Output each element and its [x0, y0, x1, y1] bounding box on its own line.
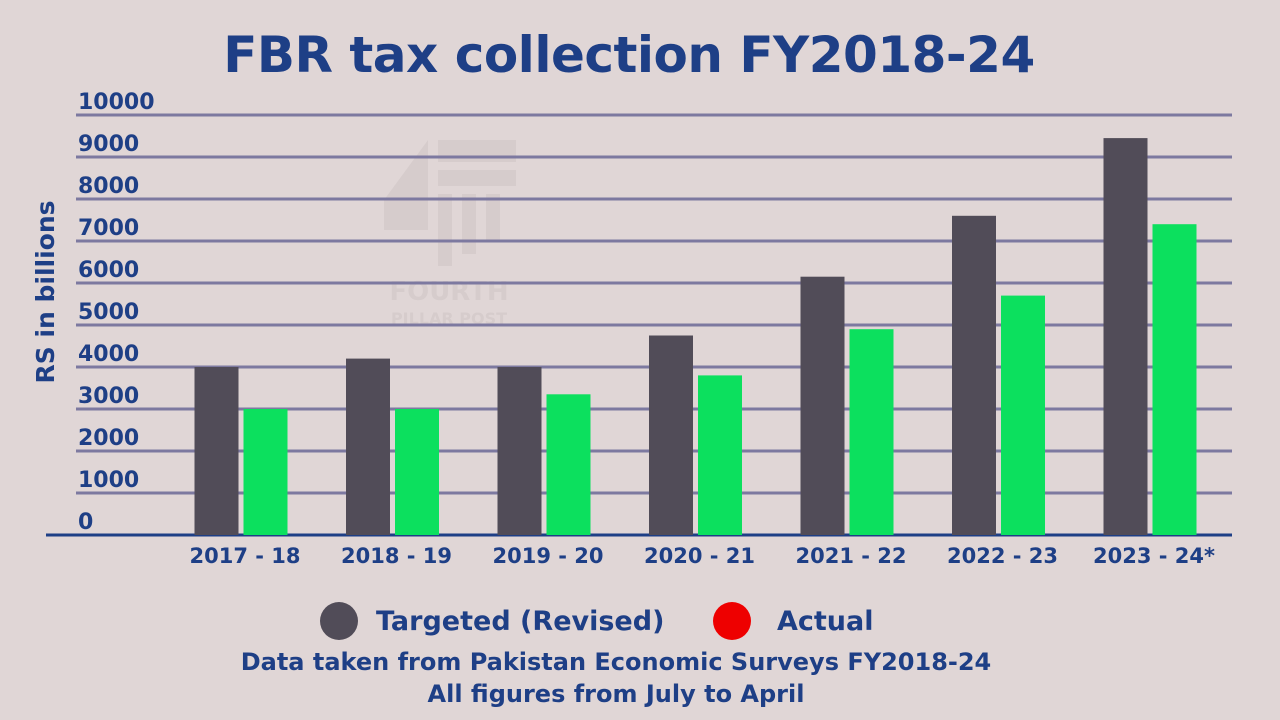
legend-item-actual: Actual	[713, 602, 874, 640]
period-note: All figures from July to April	[427, 680, 805, 708]
bar-targeted	[194, 367, 239, 535]
x-tick-label: 2022 - 23	[947, 544, 1058, 568]
bar-actual	[849, 329, 894, 535]
y-tick-label: 2000	[78, 426, 139, 451]
y-axis-label: RS in billions	[31, 200, 60, 383]
legend-label-targeted: Targeted (Revised)	[376, 605, 665, 637]
y-tick-label: 7000	[78, 216, 139, 241]
y-tick-label: 9000	[78, 132, 139, 157]
y-tick-label: 10000	[78, 90, 155, 115]
y-tick-label: 4000	[78, 342, 139, 367]
source-note: Data taken from Pakistan Economic Survey…	[240, 648, 992, 676]
bar-actual	[698, 375, 742, 535]
bar-actual	[395, 409, 439, 535]
y-tick-label: 6000	[78, 258, 139, 283]
y-axis-ticks: 0 1000 2000 3000 4000 5000 6000 7000 8000 9000 100…	[78, 90, 155, 535]
x-tick-label: 2021 - 22	[795, 544, 906, 568]
legend: Targeted (Revised) Actual	[0, 602, 1280, 642]
bar-chart: 0 1000 2000 3000 4000 5000 6000 7000 8000 9000 100…	[31, 90, 1232, 568]
bar-targeted	[952, 215, 996, 536]
bar-targeted	[1103, 138, 1148, 535]
legend-item-targeted: Targeted (Revised)	[320, 602, 664, 640]
bar-targeted	[497, 367, 542, 535]
y-tick-label: 3000	[78, 384, 139, 409]
y-tick-label: 0	[78, 510, 93, 535]
bar-actual	[546, 394, 591, 535]
y-tick-label: 1000	[78, 468, 139, 493]
watermark-line-2: PILLAR POST	[391, 309, 507, 328]
bar-actual	[1001, 295, 1045, 535]
x-tick-label: 2018 - 19	[341, 544, 452, 568]
x-tick-label: 2019 - 20	[492, 544, 603, 568]
bar-targeted	[649, 335, 693, 535]
bar-targeted	[346, 358, 390, 535]
x-tick-label: 2023 - 24*	[1093, 544, 1215, 568]
y-tick-label: 8000	[78, 174, 139, 199]
bar-actual	[1152, 224, 1197, 535]
legend-swatch-targeted	[320, 602, 358, 640]
bar-actual	[243, 409, 288, 535]
legend-label-actual: Actual	[777, 605, 874, 637]
bar-targeted	[800, 276, 845, 535]
x-axis-ticks: 2017 - 18 2018 - 19 2019 - 20 2020 - 21 2021…	[189, 544, 1215, 568]
x-tick-label: 2020 - 21	[644, 544, 755, 568]
x-tick-label: 2017 - 18	[189, 544, 300, 568]
chart-title: FBR tax collection FY2018-24	[223, 26, 1035, 84]
legend-swatch-actual	[713, 602, 751, 640]
y-tick-label: 5000	[78, 300, 139, 325]
bars	[194, 138, 1197, 536]
